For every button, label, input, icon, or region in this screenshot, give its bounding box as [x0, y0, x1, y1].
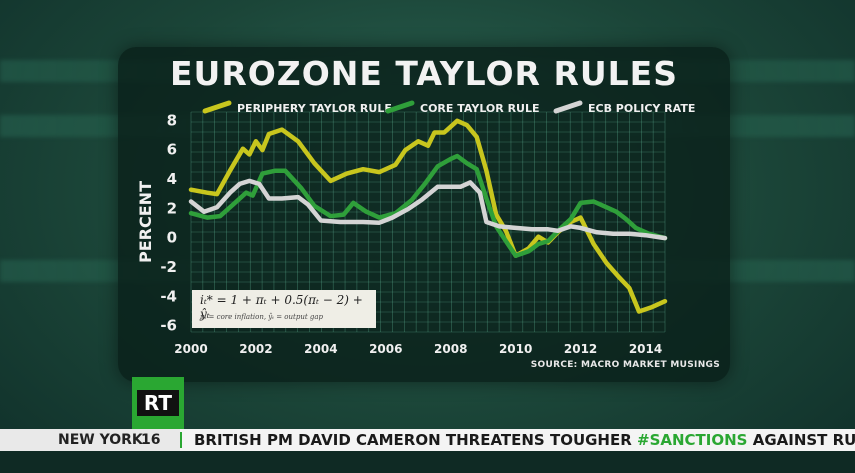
legend-label: PERIPHERY TAYLOR RULE	[237, 102, 392, 115]
x-tick-label: 2014	[629, 342, 662, 356]
news-ticker: NEW YORK 16 36 BRITISH PM DAVID CAMERON …	[0, 429, 855, 470]
rt-logo: RT	[132, 377, 184, 431]
formula-note: πₜ = core inflation, ŷₜ = output gap	[200, 313, 323, 321]
legend-swatch	[202, 100, 232, 114]
x-tick-label: 2010	[499, 342, 532, 356]
x-tick-label: 2006	[369, 342, 402, 356]
y-axis-label: PERCENT	[136, 181, 155, 263]
legend-label: ECB POLICY RATE	[588, 102, 695, 115]
headline-text-post: AGAINST RUSSIA	[752, 431, 855, 449]
series-line-2	[188, 153, 668, 258]
headline-text-pre: BRITISH PM DAVID CAMERON THREATENS TOUGH…	[194, 431, 638, 449]
formula-box: iₜ* = 1 + πₜ + 0.5(πₜ − 2) + ŷₜ πₜ = cor…	[192, 290, 376, 328]
taylor-formula: iₜ* = 1 + πₜ + 0.5(πₜ − 2) + ŷₜ	[200, 293, 363, 321]
ticker-location: NEW YORK 16 36	[0, 429, 180, 470]
x-tick-label: 2004	[304, 342, 337, 356]
bottom-strip	[0, 451, 855, 473]
headline-hashtag: #SANCTIONS	[637, 431, 748, 449]
y-tick-label: -6	[160, 317, 177, 335]
ticker-city: NEW YORK	[58, 432, 143, 448]
y-tick-label: 8	[167, 111, 177, 129]
x-tick-label: 2000	[174, 342, 207, 356]
legend-swatch	[385, 100, 415, 114]
x-tick-label: 2012	[564, 342, 597, 356]
ticker-headline: BRITISH PM DAVID CAMERON THREATENS TOUGH…	[194, 429, 855, 451]
y-tick-label: 6	[167, 141, 177, 159]
series-line-3	[188, 178, 668, 241]
chart-source: SOURCE: MACRO MARKET MUSINGS	[530, 360, 720, 370]
y-tick-label: -2	[160, 258, 177, 276]
y-tick-label: 4	[167, 170, 177, 188]
y-tick-label: 2	[167, 199, 177, 217]
legend-label: CORE TAYLOR RULE	[420, 102, 540, 115]
x-tick-label: 2008	[434, 342, 467, 356]
rt-logo-text: RT	[137, 390, 179, 416]
ticker-separator	[180, 432, 182, 448]
series-line-1	[188, 118, 668, 314]
chart-title: EUROZONE TAYLOR RULES	[169, 54, 678, 93]
y-tick-label: 0	[167, 229, 177, 247]
legend-swatch	[553, 100, 583, 114]
y-tick-label: -4	[160, 287, 177, 305]
x-tick-label: 2002	[239, 342, 272, 356]
